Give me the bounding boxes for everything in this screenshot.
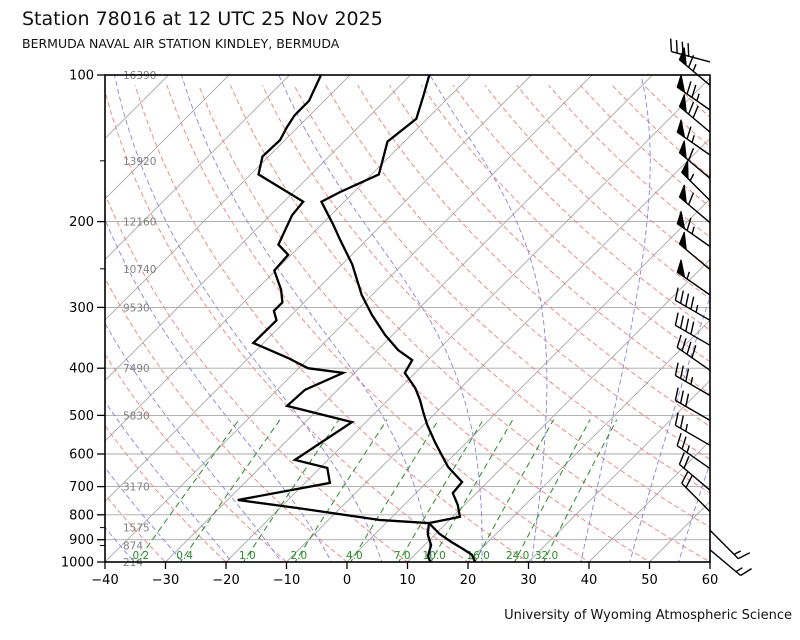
altitude-label: 1575 — [123, 523, 150, 535]
temperature-trace — [319, 75, 477, 562]
mixing-ratio-label: 7.0 — [394, 550, 411, 562]
altitude-label: 12160 — [123, 217, 156, 229]
plot-frame — [104, 74, 711, 563]
mixing-ratio-label: 2.0 — [291, 550, 308, 562]
pressure-tick-label: 500 — [69, 409, 94, 424]
temp-tick-label: 40 — [581, 573, 598, 588]
altitude-label: 5830 — [123, 410, 150, 422]
mixing-ratio-label: 4.0 — [346, 550, 363, 562]
mixing-ratio-labels: 0.2 0.4 1.0 2.0 4.0 7.0 10.0 16.0 24.0 32.0 — [132, 550, 558, 562]
temp-tick-label: 60 — [702, 573, 719, 588]
altitude-label: 7490 — [123, 363, 150, 375]
temp-tick-label: 0 — [343, 573, 351, 588]
dewpoint-trace — [237, 75, 433, 562]
temp-tick-label: 20 — [460, 573, 477, 588]
moist-adiabats — [105, 75, 710, 562]
pressure-tick-label: 700 — [69, 480, 94, 495]
pressure-gridlines — [105, 75, 710, 562]
wind-barbs — [670, 38, 752, 577]
temp-tick-label: −40 — [91, 573, 118, 588]
mixing-ratio-label: 1.0 — [239, 550, 256, 562]
footer-credit: University of Wyoming Atmospheric Scienc… — [504, 608, 792, 623]
mixing-ratio-lines — [135, 419, 618, 562]
temp-tick-label: −10 — [273, 573, 300, 588]
altitude-label: 3170 — [123, 482, 150, 494]
temp-tick-label: −30 — [152, 573, 179, 588]
altitude-label: 874 — [123, 541, 143, 553]
pressure-tick-label: 100 — [69, 69, 94, 84]
temp-tick-label: −20 — [212, 573, 239, 588]
mixing-ratio-label: 0.2 — [132, 550, 149, 562]
mixing-ratio-label: 16.0 — [466, 550, 489, 562]
pressure-tick-label: 900 — [69, 533, 94, 548]
pressure-tick-label: 300 — [69, 301, 94, 316]
pressure-tick-label: 1000 — [61, 556, 94, 571]
mixing-ratio-label: 10.0 — [422, 550, 445, 562]
altitude-label: 10740 — [123, 264, 156, 276]
pressure-tick-label: 600 — [69, 447, 94, 462]
altitude-label: 16390 — [123, 70, 156, 82]
temp-tick-label: 10 — [399, 573, 416, 588]
mixing-ratio-label: 24.0 — [506, 550, 529, 562]
altitude-labels: 16390 13920 12160 10740 9530 7490 5830 3170 1575… — [123, 70, 156, 569]
page-title: Station 78016 at 12 UTC 25 Nov 2025 — [22, 8, 383, 30]
mixing-ratio-label: 32.0 — [535, 550, 558, 562]
altitude-label: 214 — [123, 557, 143, 569]
sounding-traces — [237, 75, 477, 562]
pressure-tick-label: 200 — [69, 215, 94, 230]
station-subtitle: BERMUDA NAVAL AIR STATION KINDLEY, BERMU… — [22, 36, 340, 51]
altitude-label: 13920 — [123, 156, 156, 168]
temp-tick-label: 50 — [641, 573, 658, 588]
pressure-tick-label: 800 — [69, 508, 94, 523]
pressure-tick-label: 400 — [69, 362, 94, 377]
temp-tick-label: 30 — [520, 573, 537, 588]
isotherms — [105, 75, 710, 562]
altitude-label: 9530 — [123, 302, 150, 314]
dry-adiabats — [105, 84, 710, 562]
mixing-ratio-label: 0.4 — [176, 550, 193, 562]
